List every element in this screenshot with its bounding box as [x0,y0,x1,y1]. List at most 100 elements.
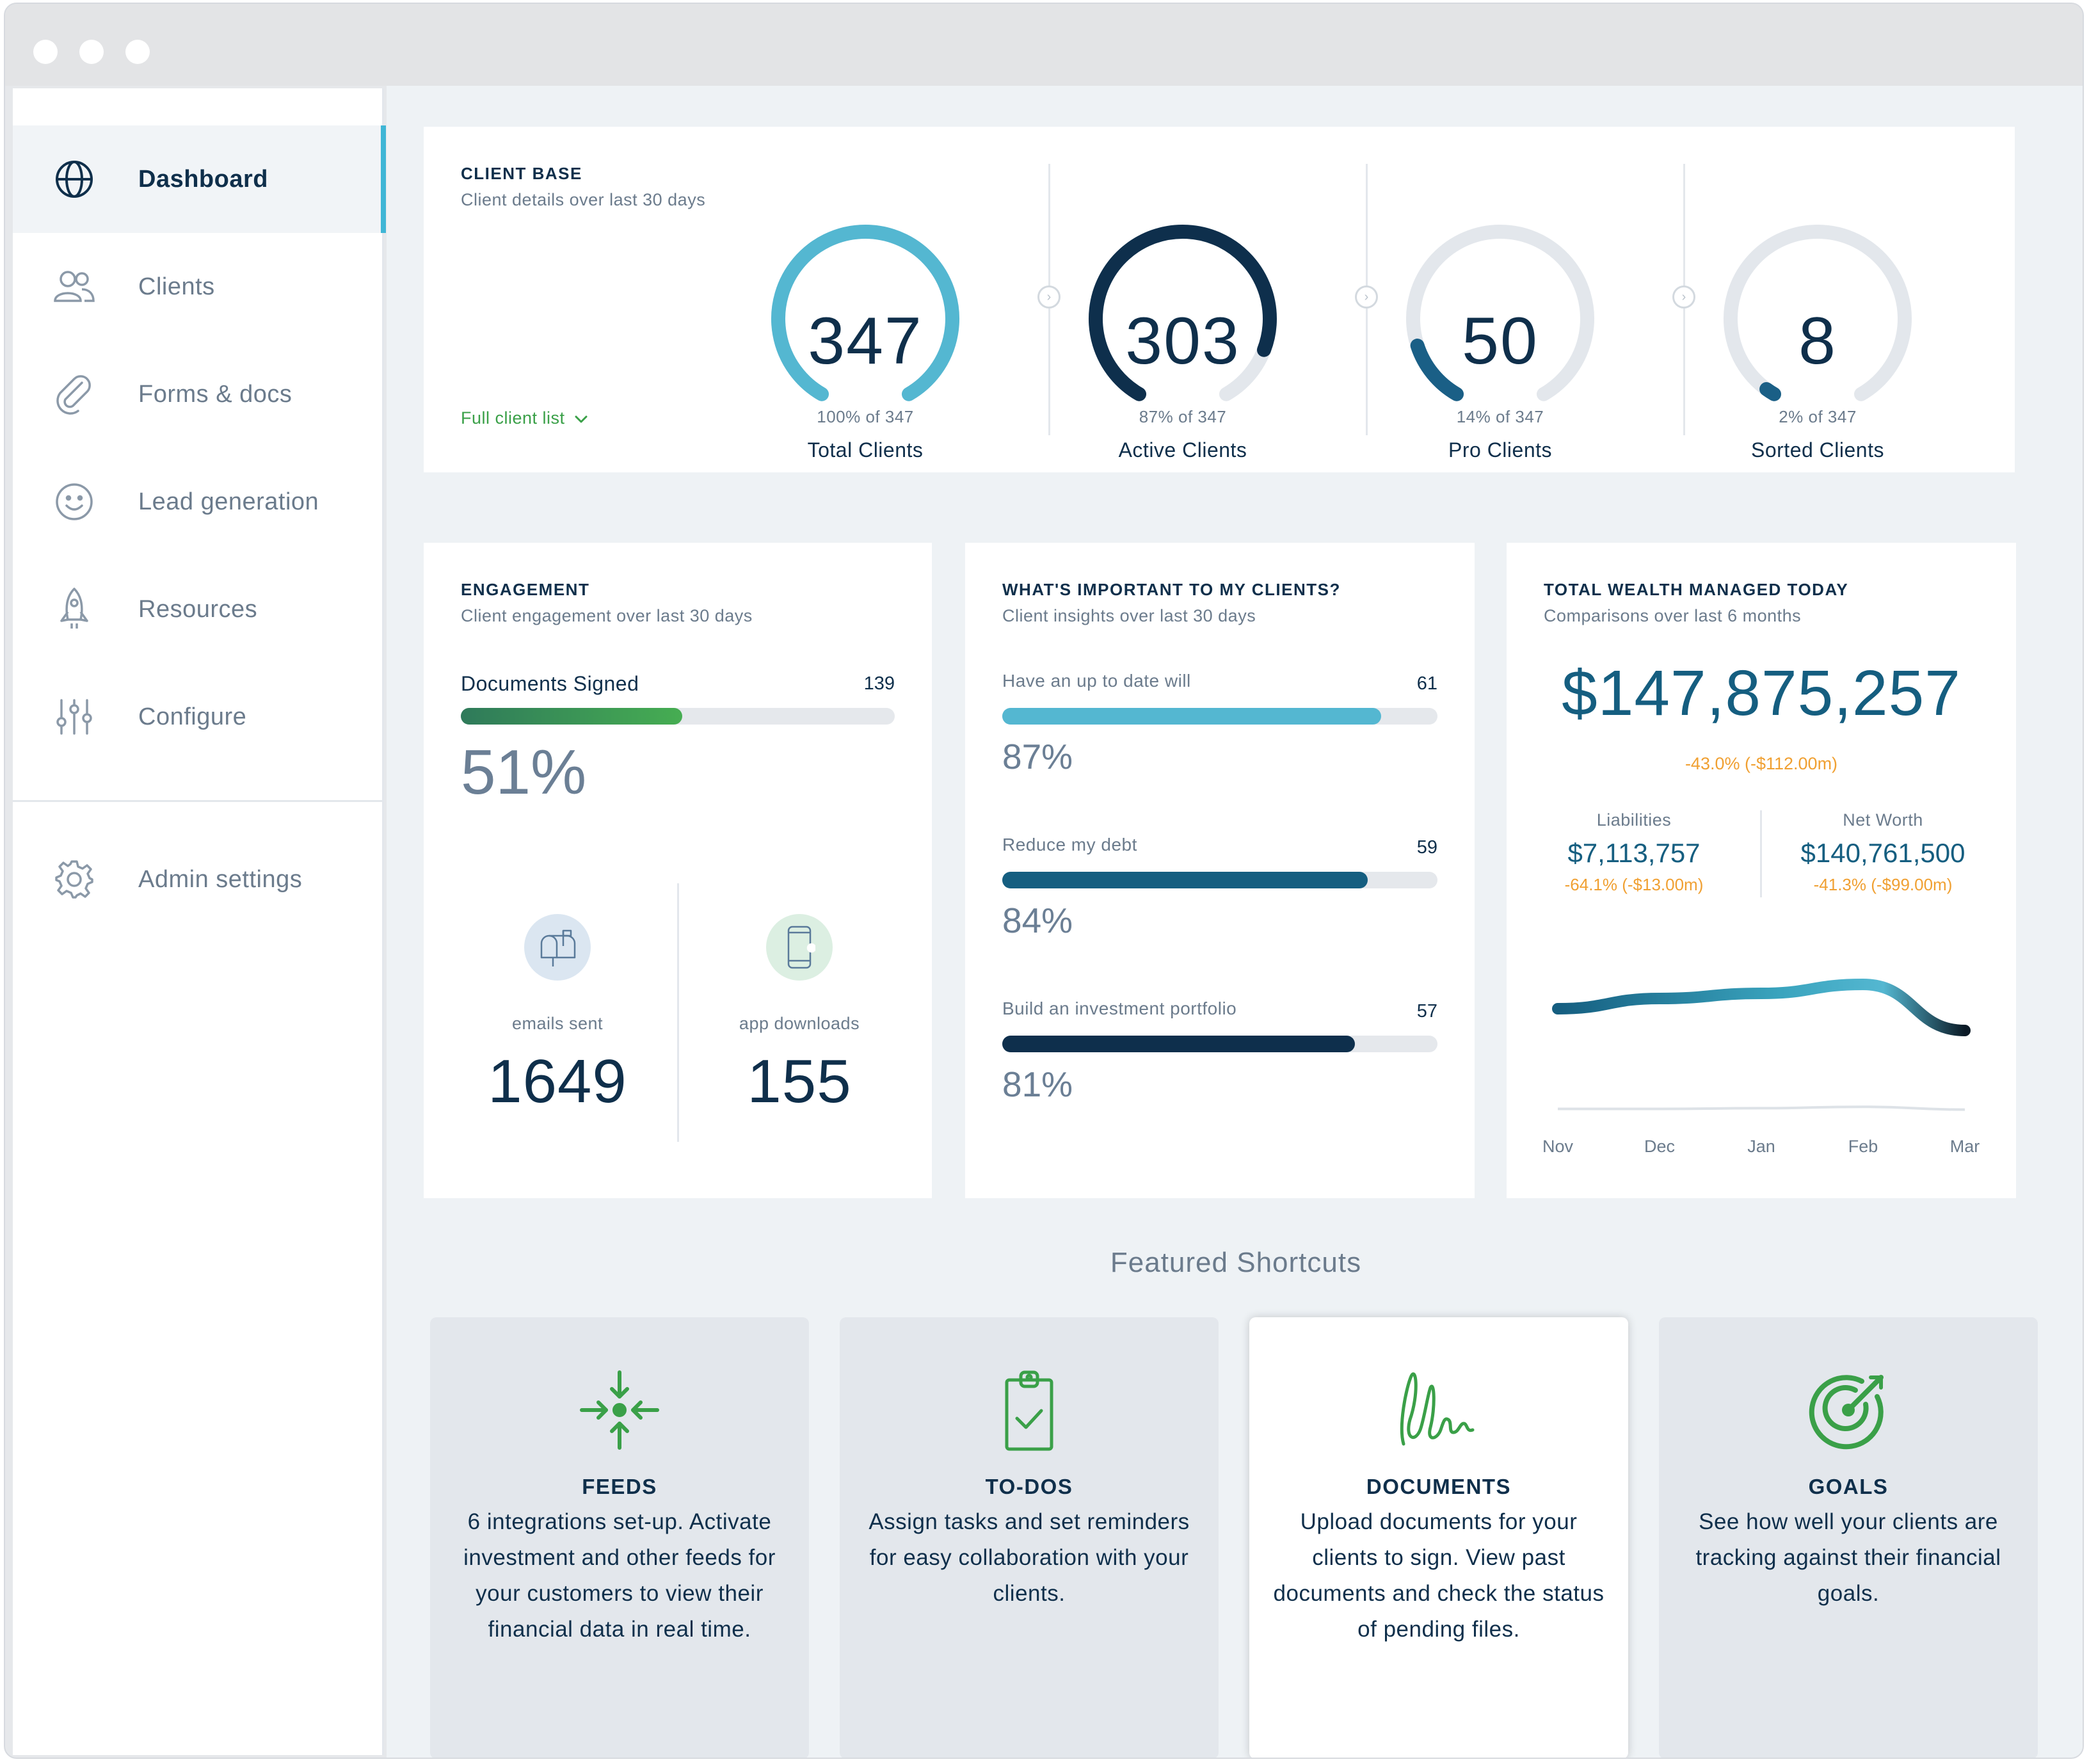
engagement-card: ENGAGEMENT Client engagement over last 3… [424,543,932,1198]
card-subtitle: Client insights over last 30 days [1002,606,1256,625]
networth-label: Net Worth [1843,810,1923,830]
x-tick-label: Feb [1848,1137,1878,1156]
shortcut-goals[interactable]: GOALS See how well your clients are trac… [1659,1317,2038,1758]
card-title: CLIENT BASE [461,164,582,183]
total-wealth-value: $147,875,257 [1562,657,1961,729]
x-tick-label: Nov [1542,1137,1574,1156]
featured-shortcuts-heading: Featured Shortcuts [1110,1247,1362,1278]
window-close-dot[interactable] [33,40,58,64]
sidebar-item-lead-generation[interactable]: Lead generation [13,448,384,556]
target-icon [1807,1368,1890,1452]
x-tick-label: Jan [1747,1137,1775,1156]
emails-sent-stat: emails sent 1649 [424,914,691,1117]
emails-sent-label: emails sent [511,1014,604,1033]
card-title: TOTAL WEALTH MANAGED TODAY [1544,580,1849,599]
gauge-active-clients: 303 87% of 347 Active Clients [1068,223,1298,462]
card-title: ENGAGEMENT [461,580,590,599]
insight-bar [1002,708,1437,725]
gauge-total-clients: 347 100% of 347 Total Clients [750,223,980,462]
sidebar-item-configure[interactable]: Configure [13,663,384,771]
liabilities-label: Liabilities [1596,810,1672,830]
sidebar: Dashboard Clients Forms & docs Lead gene… [13,88,386,1755]
wealth-card: TOTAL WEALTH MANAGED TODAY Comparisons o… [1507,543,2016,1198]
shortcut-title: GOALS [1808,1475,1889,1498]
sidebar-item-resources[interactable]: Resources [13,556,384,663]
insight-bar [1002,872,1437,888]
insight-bar [1002,1036,1437,1052]
gauge-value: 347 [808,304,923,378]
shortcut-feeds[interactable]: FEEDS 6 integrations set-up. Activate in… [430,1317,809,1758]
wealth-separator [1760,810,1762,897]
gauge-label: Sorted Clients [1751,438,1884,461]
liabilities-stat: Liabilities $7,113,757 -64.1% (-$13.00m) [1507,810,1761,895]
shortcut-title: FEEDS [582,1475,657,1498]
insight-bar-fill [1002,1036,1355,1052]
total-wealth-change: -43.0% (-$112.00m) [1685,754,1838,773]
app-downloads-stat: app downloads 155 [666,914,933,1117]
chevron-down-icon [574,408,588,428]
gauge-percent: 14% of 347 [1456,407,1544,426]
gauge-label: Active Clients [1118,438,1247,461]
shortcut-title: DOCUMENTS [1366,1475,1512,1498]
insight-label: Have an up to date will [1002,671,1191,691]
gear-icon [51,856,97,902]
liabilities-change: -64.1% (-$13.00m) [1564,875,1704,894]
sidebar-item-dashboard[interactable]: Dashboard [13,125,386,233]
card-subtitle: Client details over last 30 days [461,190,706,209]
important-card: WHAT'S IMPORTANT TO MY CLIENTS? Client i… [965,543,1475,1198]
clipboard-check-icon [988,1368,1071,1452]
sidebar-item-admin-settings[interactable]: Admin settings [13,826,384,933]
signature-icon [1397,1368,1480,1452]
documents-signed-bar [461,708,895,725]
full-client-list-label: Full client list [461,408,565,428]
networth-change: -41.3% (-$99.00m) [1813,875,1953,894]
gauge-sorted-clients: 8 2% of 347 Sorted Clients [1702,223,1933,462]
gauge-percent: 2% of 347 [1779,407,1857,426]
client-base-card: CLIENT BASE Client details over last 30 … [424,127,2015,472]
x-tick-label: Mar [1950,1137,1980,1156]
insight-percent: 87% [1002,737,1073,776]
shortcut-documents[interactable]: DOCUMENTS Upload documents for your clie… [1249,1317,1628,1758]
documents-signed-count: 139 [863,673,895,694]
gauge-ring [771,225,959,401]
globe-icon [51,156,97,202]
insight-label: Build an investment portfolio [1002,998,1237,1018]
sidebar-item-forms-docs[interactable]: Forms & docs [13,341,384,448]
insight-percent: 84% [1002,901,1073,940]
app-downloads-value: 155 [747,1047,852,1116]
chevron-right-icon: › [1672,285,1695,309]
chevron-right-icon: › [1037,285,1061,309]
phone-icon [766,914,833,981]
window-maximize-dot[interactable] [125,40,150,64]
gauge-label: Total Clients [807,438,924,461]
insight-percent: 81% [1002,1064,1073,1104]
baseline-series-line [1558,1105,1965,1111]
emails-sent-value: 1649 [488,1047,627,1116]
gauge-value: 50 [1462,304,1539,378]
sidebar-item-clients[interactable]: Clients [13,233,384,341]
shortcut-description: See how well your clients are tracking a… [1695,1509,2001,1606]
networth-value: $140,761,500 [1800,838,1965,868]
gauge-label: Pro Clients [1448,438,1552,461]
liabilities-value: $7,113,757 [1567,838,1701,868]
engagement-separator [677,883,679,1142]
app-downloads-label: app downloads [739,1014,860,1033]
smiley-icon [51,479,97,525]
paperclip-icon [51,371,97,417]
full-client-list-link[interactable]: Full client list [461,408,588,428]
shortcut-description: Upload documents for your clients to sig… [1273,1509,1605,1642]
gauge-value: 303 [1125,304,1240,378]
shortcut-to-dos[interactable]: TO-DOS Assign tasks and set reminders fo… [840,1317,1219,1758]
gauge-percent: 100% of 347 [817,407,914,426]
documents-signed-percent: 51% [461,737,587,807]
app-window: Dashboard Clients Forms & docs Lead gene… [4,3,2084,1759]
window-minimize-dot[interactable] [79,40,104,64]
gauge-ring [1089,225,1277,401]
sidebar-item-label: Admin settings [138,865,303,893]
sidebar-item-label: Forms & docs [138,380,292,408]
insight-count: 61 [1416,673,1437,694]
gauge-pro-clients: 50 14% of 347 Pro Clients [1385,223,1615,462]
insight-bar-fill [1002,708,1381,725]
chevron-right-icon: › [1355,285,1378,309]
sidebar-divider [13,800,384,802]
